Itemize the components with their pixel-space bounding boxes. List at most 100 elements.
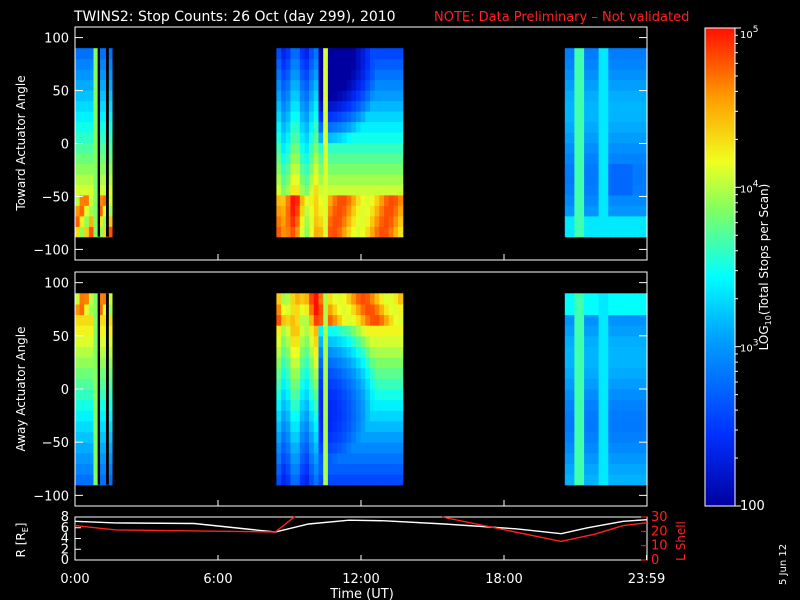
- heatmap-cell: [102, 357, 108, 369]
- heatmap-cell: [618, 325, 624, 337]
- heatmap-cell: [346, 463, 352, 475]
- heatmap-cell: [393, 163, 399, 175]
- heatmap-cell: [360, 121, 366, 133]
- heatmap-cell: [393, 442, 399, 454]
- heatmap-cell: [569, 173, 575, 185]
- heatmap-cell: [398, 163, 404, 175]
- heatmap-cell: [569, 100, 575, 112]
- heatmap-cell: [622, 367, 629, 379]
- heatmap-cell: [341, 90, 348, 102]
- heatmap-cell: [393, 346, 399, 358]
- toward-heatmap: [75, 48, 648, 238]
- heatmap-cell: [281, 142, 287, 154]
- heatmap-cell: [613, 474, 619, 486]
- heatmap-cell: [93, 205, 99, 217]
- heatmap-cell: [627, 184, 634, 196]
- heatmap-cell: [374, 215, 380, 227]
- heatmap-cell: [281, 357, 287, 369]
- heatmap-cell: [93, 226, 99, 238]
- heatmap-cell: [622, 132, 629, 144]
- orbit-ylabel-left: R [RE]: [14, 523, 30, 558]
- heatmap-cell: [313, 367, 320, 379]
- heatmap-cell: [574, 79, 580, 91]
- heatmap-cell: [337, 184, 343, 196]
- heatmap-cell: [318, 303, 324, 316]
- heatmap-cell: [613, 420, 619, 433]
- heatmap-cell: [304, 452, 310, 464]
- heatmap-cell: [323, 58, 329, 70]
- heatmap-cell: [318, 367, 324, 379]
- heatmap-cell: [102, 215, 108, 227]
- heatmap-cell: [79, 184, 85, 196]
- heatmap-cell: [299, 163, 306, 175]
- heatmap-cell: [608, 303, 614, 316]
- heatmap-cell: [332, 346, 338, 358]
- heatmap-cell: [388, 314, 394, 326]
- heatmap-cell: [323, 215, 329, 227]
- heatmap-cell: [332, 184, 338, 196]
- heatmap-cell: [365, 431, 371, 443]
- heatmap-cell: [98, 474, 104, 486]
- heatmap-cell: [603, 325, 609, 337]
- heatmap-cell: [603, 293, 609, 305]
- heatmap-cell: [613, 79, 619, 91]
- heatmap-cell: [593, 173, 600, 185]
- heatmap-cell: [618, 303, 624, 316]
- heatmap-cell: [351, 314, 357, 326]
- heatmap-cell: [290, 173, 296, 185]
- heatmap-cell: [79, 314, 85, 326]
- heatmap-cell: [379, 335, 385, 347]
- heatmap-cell: [584, 303, 590, 316]
- heatmap-cell: [632, 215, 638, 227]
- heatmap-cell: [304, 410, 310, 422]
- heatmap-cell: [627, 226, 634, 238]
- heatmap-cell: [593, 303, 600, 316]
- heatmap-cell: [384, 163, 390, 175]
- heatmap-cell: [276, 100, 282, 112]
- heatmap-cell: [379, 58, 385, 70]
- heatmap-cell: [622, 100, 629, 112]
- heatmap-cell: [584, 142, 590, 154]
- heatmap-cell: [295, 442, 301, 454]
- heatmap-cell: [102, 226, 108, 238]
- heatmap-cell: [384, 367, 390, 379]
- heatmap-cell: [299, 226, 306, 238]
- heatmap-cell: [351, 142, 357, 154]
- heatmap-cell: [341, 194, 348, 206]
- heatmap-cell: [313, 226, 320, 238]
- heatmap-cell: [332, 389, 338, 401]
- heatmap-cell: [398, 420, 404, 433]
- heatmap-cell: [309, 431, 315, 443]
- heatmap-cell: [290, 205, 296, 217]
- heatmap-cell: [346, 442, 352, 454]
- heatmap-cell: [584, 69, 590, 81]
- heatmap-cell: [318, 90, 324, 102]
- heatmap-cell: [313, 463, 320, 475]
- heatmap-cell: [598, 378, 604, 390]
- heatmap-cell: [584, 48, 590, 60]
- heatmap-cell: [637, 410, 643, 422]
- heatmap-cell: [622, 420, 629, 433]
- heatmap-cell: [598, 474, 604, 486]
- heatmap-cell: [346, 378, 352, 390]
- heatmap-cell: [393, 69, 399, 81]
- heatmap-cell: [93, 152, 99, 164]
- heatmap-cell: [603, 100, 609, 112]
- heatmap-cell: [370, 163, 376, 175]
- heatmap-cell: [398, 431, 404, 443]
- heatmap-cell: [318, 163, 324, 175]
- heatmap-cell: [593, 184, 600, 196]
- heatmap-cell: [579, 357, 585, 369]
- heatmap-cell: [632, 152, 638, 164]
- heatmap-cell: [351, 69, 357, 81]
- heatmap-cell: [88, 378, 95, 390]
- heatmap-cell: [299, 184, 306, 196]
- heatmap-cell: [627, 463, 634, 475]
- heatmap-cell: [93, 420, 99, 433]
- heatmap-cell: [107, 163, 113, 175]
- heatmap-cell: [637, 357, 643, 369]
- heatmap-cell: [393, 111, 399, 123]
- heatmap-cell: [593, 163, 600, 175]
- heatmap-cell: [398, 325, 404, 337]
- heatmap-cell: [598, 48, 604, 60]
